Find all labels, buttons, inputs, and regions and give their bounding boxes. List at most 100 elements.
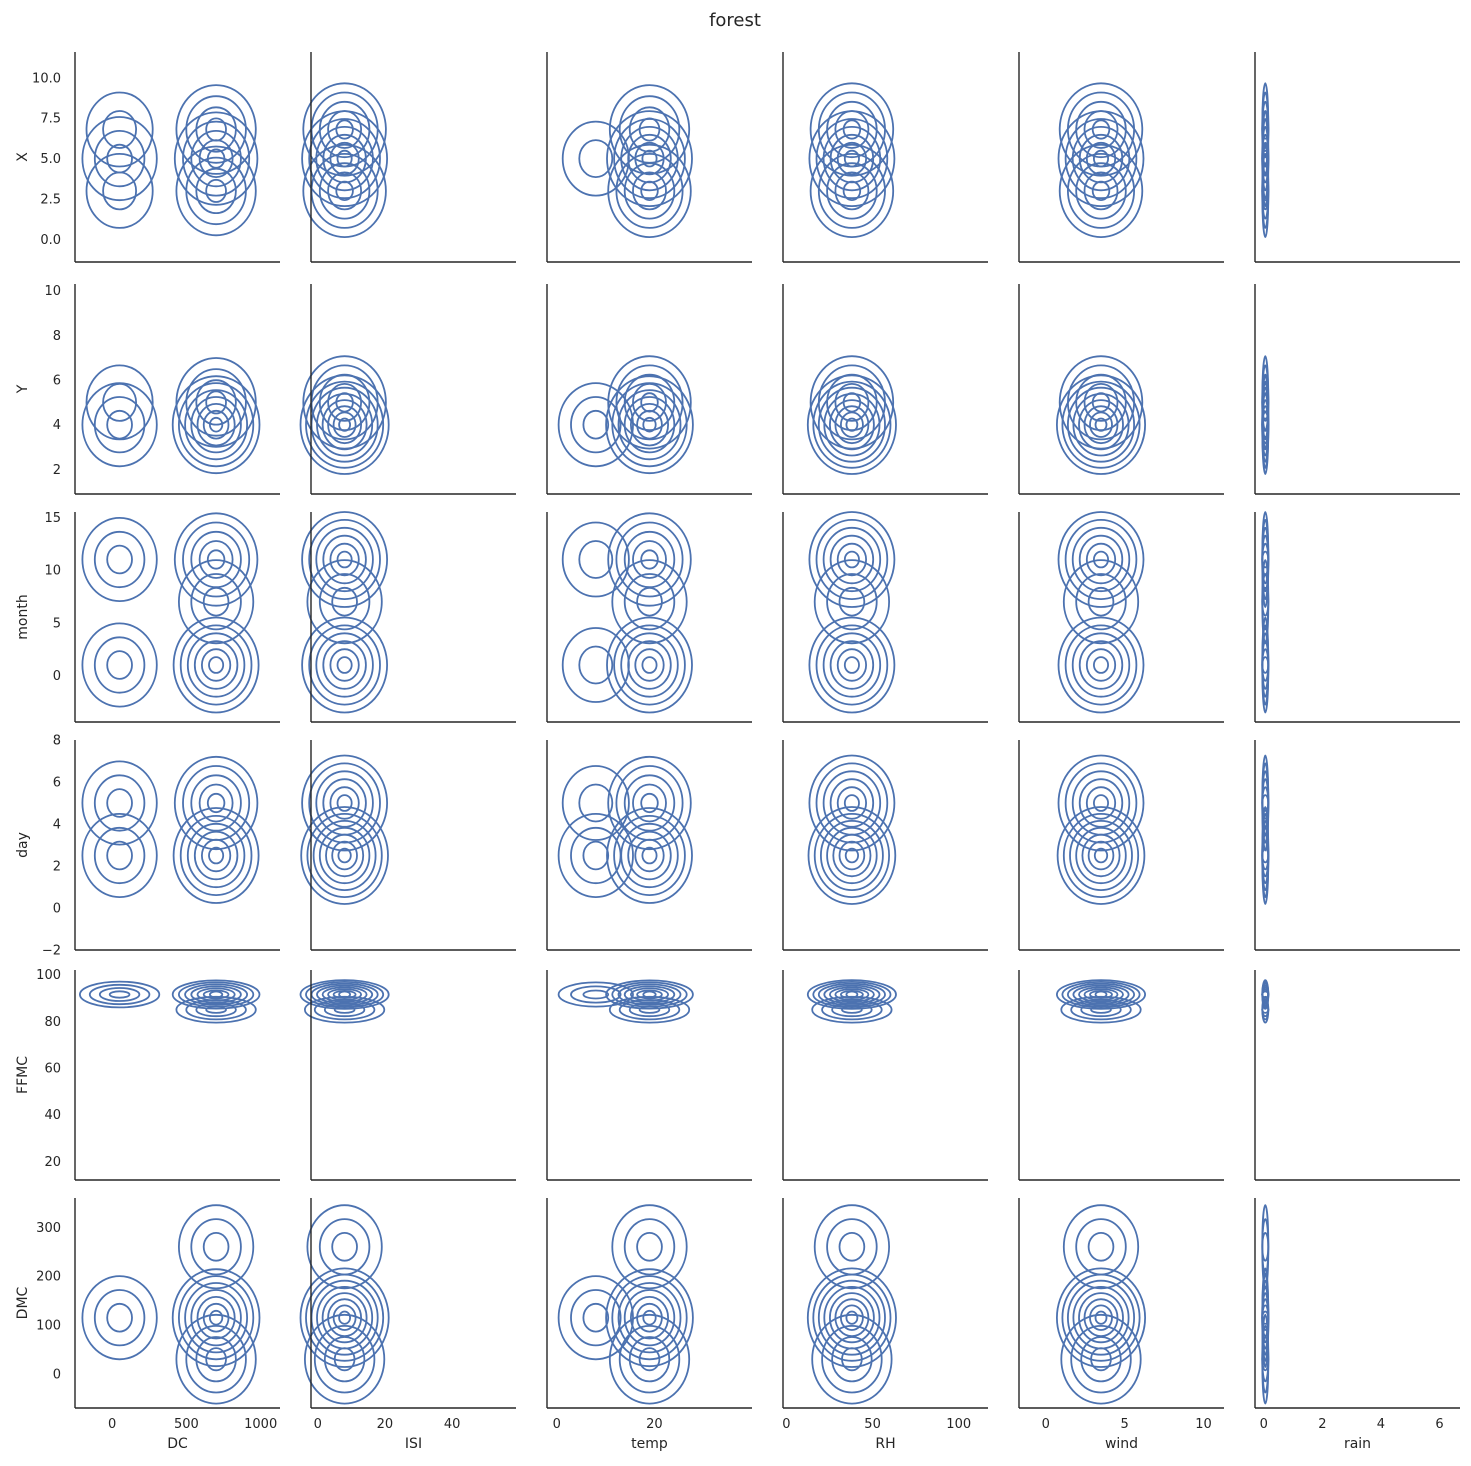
panel-X-vs-wind: [1018, 52, 1224, 263]
kde-contour: [313, 1324, 376, 1394]
kde-contour: [1056, 806, 1146, 905]
kde-contour: [186, 822, 246, 889]
kde-contour: [190, 774, 242, 832]
kde-contour: [628, 106, 671, 153]
kde-contour: [1072, 1285, 1130, 1350]
kde-contour: [557, 981, 634, 1008]
kde-contour: [813, 559, 891, 645]
kde-contour: [561, 765, 630, 841]
kde-contour: [641, 149, 658, 168]
kde-contour: [611, 1204, 688, 1290]
kde-contour: [634, 838, 665, 873]
y-tick-label: 0: [53, 1367, 61, 1382]
kde-contour: [195, 1002, 237, 1018]
kde-contour: [831, 1002, 873, 1018]
y-tick-label: 8: [53, 734, 61, 749]
kde-contour: [823, 393, 881, 457]
kde-contour: [1075, 162, 1127, 220]
kde-contour: [185, 368, 247, 437]
kde-contour: [1083, 171, 1119, 211]
kde-contour: [1090, 1005, 1112, 1014]
kde-contour: [838, 840, 866, 871]
kde-contour: [202, 1232, 230, 1262]
kde-contour: [829, 534, 875, 585]
kde-contour: [336, 656, 353, 674]
kde-contour: [308, 118, 381, 200]
kde-contour: [195, 1336, 237, 1383]
panel-day-vs-temp: [546, 740, 752, 951]
kde-contour: [582, 840, 610, 871]
kde-contour: [182, 120, 251, 197]
kde-contour: [1080, 1336, 1122, 1383]
kde-contour: [613, 815, 686, 897]
kde-contour: [1261, 995, 1270, 1024]
kde-contour: [836, 542, 868, 577]
kde-contour: [306, 1204, 383, 1290]
kde-contour: [630, 1295, 670, 1340]
kde-contour: [1261, 1204, 1270, 1290]
kde-contour: [318, 1218, 371, 1276]
kde-contour: [1062, 1204, 1140, 1290]
kde-contour: [93, 1289, 146, 1347]
kde-contour: [840, 990, 864, 1000]
y-axis-label: FFMC: [15, 1056, 31, 1094]
kde-contour: [93, 826, 146, 885]
x-tick-label: 0: [553, 1417, 561, 1432]
kde-contour: [322, 534, 367, 585]
kde-contour: [179, 624, 253, 706]
x-tick-label: 20: [377, 1417, 394, 1432]
kde-contour: [607, 755, 692, 851]
kde-contour: [301, 511, 389, 608]
kde-contour: [1075, 826, 1127, 885]
kde-contour: [841, 1005, 863, 1014]
kde-contour: [815, 118, 889, 200]
kde-contour: [1093, 656, 1110, 674]
kde-contour: [811, 1313, 893, 1405]
kde-contour: [843, 794, 860, 812]
kde-contour: [1062, 813, 1140, 899]
kde-contour: [813, 1204, 891, 1290]
kde-contour: [205, 178, 227, 203]
kde-contour: [299, 1267, 390, 1368]
kde-contour: [81, 622, 158, 708]
kde-contour: [806, 1267, 897, 1368]
kde-contour: [1057, 616, 1145, 714]
kde-contour: [301, 616, 389, 714]
kde-contour: [201, 648, 232, 682]
kde-contour: [196, 1295, 236, 1340]
kde-contour: [338, 1310, 352, 1325]
kde-contour: [641, 656, 658, 674]
kde-contour: [315, 526, 374, 593]
x-tick-label: 6: [1435, 1417, 1443, 1432]
kde-contour: [198, 783, 234, 823]
kde-contour: [102, 110, 137, 149]
kde-contour: [840, 411, 864, 438]
y-tick-label: 6: [53, 776, 61, 791]
kde-contour: [329, 141, 360, 176]
kde-contour: [208, 656, 225, 674]
kde-contour: [843, 550, 860, 569]
kde-contour: [85, 364, 154, 441]
kde-contour: [299, 979, 390, 1010]
kde-contour: [209, 1309, 224, 1326]
kde-contour: [335, 119, 354, 140]
kde-contour: [632, 540, 667, 579]
x-tick-label: 500: [174, 1417, 199, 1432]
kde-contour: [821, 1324, 883, 1394]
kde-contour: [190, 130, 242, 188]
kde-contour: [1056, 1267, 1147, 1368]
kde-contour: [570, 826, 622, 885]
kde-contour: [78, 980, 161, 1009]
panel-FFMC-vs-RH: [782, 970, 988, 1181]
kde-contour: [1089, 990, 1113, 1000]
kde-contour: [1261, 979, 1270, 1010]
kde-contour: [817, 386, 886, 463]
panel-Y-vs-DC: 2 4 6 8 10 Y: [15, 284, 280, 495]
kde-contour: [85, 152, 154, 229]
y-tick-label: 40: [44, 1108, 61, 1123]
kde-contour: [1067, 364, 1136, 441]
kde-contour: [315, 770, 374, 836]
kde-contour: [327, 110, 363, 149]
panel-month-vs-RH: [782, 511, 988, 723]
kde-contour: [1067, 91, 1136, 168]
